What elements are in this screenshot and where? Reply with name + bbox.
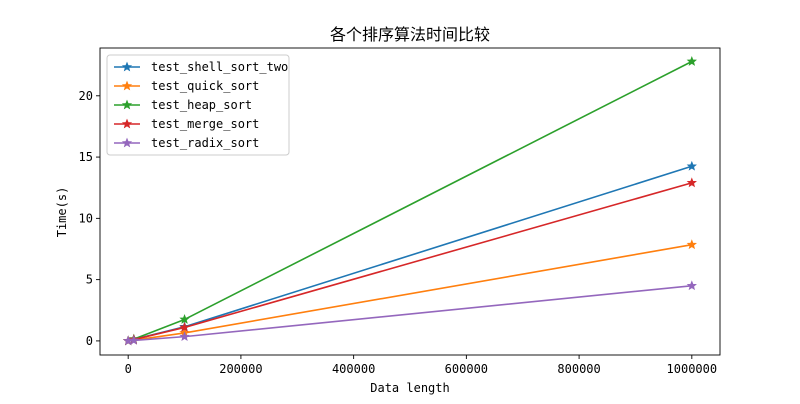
y-tick-label-3: 15 xyxy=(79,150,93,164)
legend-label-2: test_heap_sort xyxy=(151,98,252,112)
data-point-2-3 xyxy=(686,56,697,66)
legend-label-4: test_radix_sort xyxy=(151,136,259,150)
x-tick-label-1: 200000 xyxy=(219,362,262,376)
legend-label-1: test_quick_sort xyxy=(151,79,259,93)
data-point-0-3 xyxy=(686,160,697,171)
x-axis-label: Data length xyxy=(370,381,449,395)
data-point-3-3 xyxy=(686,177,697,188)
data-point-3-2 xyxy=(179,322,190,332)
y-axis-label: Time(s) xyxy=(55,187,69,238)
chart-title: 各个排序算法时间比较 xyxy=(330,25,490,44)
legend-box xyxy=(106,54,290,156)
y-tick-label-0: 0 xyxy=(86,334,93,348)
x-tick-label-0: 0 xyxy=(125,362,132,376)
data-point-1-3 xyxy=(686,239,697,250)
legend-marker-2 xyxy=(121,99,133,110)
x-tick-label-4: 800000 xyxy=(557,362,600,376)
data-point-2-2 xyxy=(179,314,190,324)
y-tick-label-1: 5 xyxy=(86,273,93,287)
legend-label-0: test_shell_sort_two xyxy=(151,60,288,74)
x-tick-label-2: 400000 xyxy=(332,362,375,376)
y-tick-label-4: 20 xyxy=(79,89,93,103)
legend-marker-0 xyxy=(121,61,133,72)
y-tick-label-2: 10 xyxy=(79,211,93,225)
legend-marker-4 xyxy=(121,137,133,148)
legend: test_shell_sort_two test_quick_sort test_h… xyxy=(106,54,290,156)
series-layer xyxy=(123,56,697,346)
data-point-4-3 xyxy=(686,280,697,291)
legend-marker-1 xyxy=(121,80,133,91)
x-tick-label-3: 600000 xyxy=(445,362,488,376)
axes-layer: 0 200000 400000 600000 800000 1000000 0 5 10 15 20 xyxy=(79,47,721,376)
x-tick-label-5: 1000000 xyxy=(667,362,718,376)
legend-marker-3 xyxy=(121,118,133,129)
data-point-4-2 xyxy=(179,331,190,342)
legend-label-3: test_merge_sort xyxy=(151,117,259,131)
axes-frame xyxy=(99,47,721,356)
data-point-4-1 xyxy=(128,335,139,345)
